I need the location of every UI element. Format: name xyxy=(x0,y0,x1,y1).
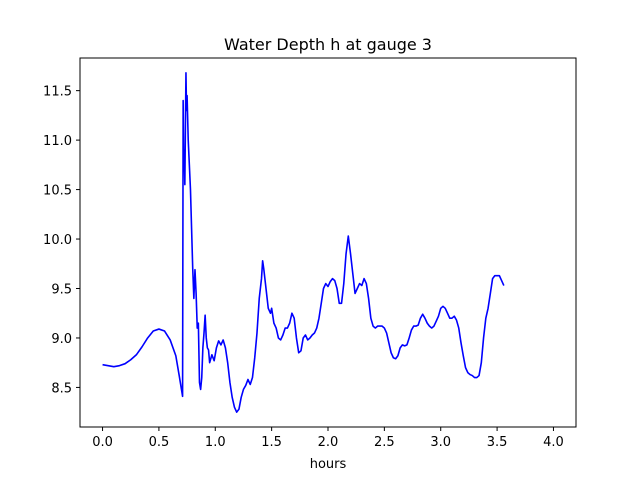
x-tick-label: 1.0 xyxy=(205,435,226,450)
plot-area xyxy=(102,72,505,413)
y-tick-label: 11.0 xyxy=(43,134,72,149)
x-axis-label: hours xyxy=(310,457,347,472)
x-tick-label: 1.5 xyxy=(261,435,282,450)
chart-title: Water Depth h at gauge 3 xyxy=(224,35,432,54)
x-tick-label: 2.0 xyxy=(318,435,339,450)
axis-ticks: 0.0 0.5 1.0 1.5 2.0 2.5 3.0 3.5 4.0 8.5 9.0 9.5 10.0… xyxy=(43,85,564,450)
y-tick-label: 11.5 xyxy=(43,85,72,100)
x-tick-label: 0.5 xyxy=(149,435,170,450)
y-tick-label: 8.5 xyxy=(51,381,72,396)
y-tick-label: 9.5 xyxy=(51,283,72,298)
x-tick-label: 3.0 xyxy=(430,435,451,450)
x-tick-label: 0.0 xyxy=(92,435,113,450)
y-tick-label: 10.0 xyxy=(43,233,72,248)
x-tick-label: 4.0 xyxy=(543,435,564,450)
series-line-0 xyxy=(102,72,505,413)
x-tick-label: 2.5 xyxy=(374,435,395,450)
y-tick-label: 10.5 xyxy=(43,184,72,199)
plot-frame xyxy=(79,57,577,428)
y-tick-label: 9.0 xyxy=(51,332,72,347)
x-tick-label: 3.5 xyxy=(487,435,508,450)
